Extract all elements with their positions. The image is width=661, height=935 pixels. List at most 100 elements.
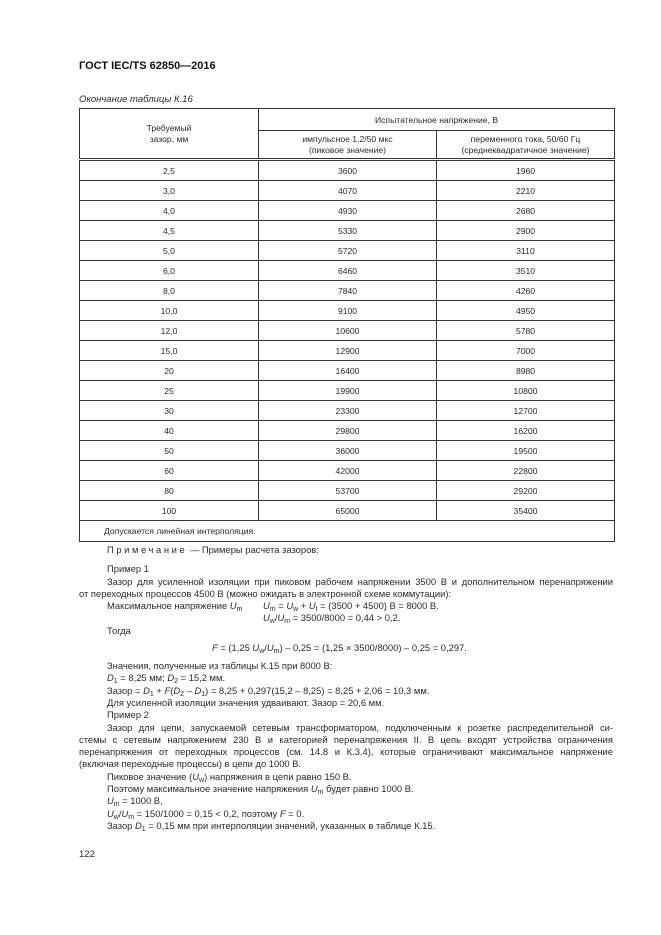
cell-ac-voltage: 10800 <box>435 380 616 401</box>
text-run: — Примеры расчета зазоров: <box>187 544 319 555</box>
cell-clearance: 100 <box>79 500 259 521</box>
group-header-test-voltage: Испытательное напряжение, В <box>257 108 616 131</box>
variable: D <box>135 820 142 831</box>
cell-clearance: 4,5 <box>79 220 259 241</box>
cell-ac-voltage: 1960 <box>435 158 616 181</box>
text-run: Поэтому максимальное значение напряжения <box>107 783 311 794</box>
text-run: Пример 2 <box>107 709 149 720</box>
text-run: Тогда <box>107 625 131 636</box>
cell-clearance: 15,0 <box>79 340 259 361</box>
cell-impulse-voltage: 23300 <box>258 400 437 421</box>
cell-ac-voltage: 22800 <box>435 460 616 481</box>
text-line: Значения, полученные из таблицы К.15 при… <box>107 660 332 672</box>
col-header-ac: переменного тока, 50/60 Гц (среднеквадрат… <box>435 130 616 160</box>
cell-clearance: 30 <box>79 400 259 421</box>
clearance-table: Требуемый зазор, мм Испытательное напряж… <box>78 108 616 542</box>
text-run: / <box>264 642 267 653</box>
text-run: Зазор для цепи, запускаемой сетевым тран… <box>107 722 613 733</box>
subscript: m <box>128 814 135 821</box>
text-run: Значения, полученные из таблицы К.15 при… <box>107 660 333 671</box>
cell-impulse-voltage: 3600 <box>258 158 437 181</box>
cell-clearance: 6,0 <box>79 260 259 281</box>
variable: U <box>121 808 129 819</box>
table-row: 10,0 9100 4950 <box>79 300 616 321</box>
variable: U <box>107 808 114 819</box>
table-row: 4,5 5330 2900 <box>79 220 616 241</box>
cell-clearance: 25 <box>79 380 259 401</box>
cell-ac-voltage: 7000 <box>435 340 616 361</box>
text-run: будет равно 1000 В. <box>323 783 414 794</box>
variable: F <box>279 808 286 819</box>
cell-impulse-voltage: 19900 <box>258 380 437 401</box>
cell-impulse-voltage: 6460 <box>258 260 437 281</box>
text-run: = (3500 + 4500) В = 8000 В. <box>317 600 439 611</box>
text-run: = <box>275 600 287 611</box>
text-run: стемы с сетевым напряжением 230 В и кате… <box>79 734 613 745</box>
text-line: Um = Uw + Ut = (3500 + 4500) В = 8000 В. <box>263 600 439 613</box>
cell-ac-voltage: 29200 <box>435 480 616 501</box>
text-run: Зазор = <box>107 685 144 696</box>
col-header-impulse: импульсное 1,2/50 мкс (пиковое значение) <box>258 130 437 160</box>
text-run: Зазор для усиленной изоляции при пиковом… <box>107 576 613 587</box>
cell-ac-voltage: 3110 <box>435 240 616 261</box>
subscript: m <box>284 618 291 625</box>
cell-impulse-voltage: 42000 <box>258 460 437 481</box>
text-run: Зазор <box>107 820 135 831</box>
table-row: 25 19900 10800 <box>79 380 616 401</box>
cell-ac-voltage: 16200 <box>435 420 616 441</box>
variable: U <box>286 600 294 611</box>
variable: U <box>252 642 260 653</box>
text-line: Uw/Um = 3500/8000 = 0,44 > 0,2. <box>263 612 400 625</box>
variable: F <box>212 642 218 653</box>
text-line: D1 = 8,25 мм; D2 = 15,2 мм. <box>107 672 226 685</box>
text-line: Примечание — Примеры расчета зазоров: <box>107 544 319 556</box>
table-row: 50 36000 19500 <box>79 440 616 461</box>
text-line: Зазор для цепи, запускаемой сетевым тран… <box>107 722 613 734</box>
cell-clearance: 80 <box>79 480 259 501</box>
cell-ac-voltage: 3510 <box>435 260 616 281</box>
text-line: F = (1,25 Uw/Um) – 0,25 = (1,25 × 3500/8… <box>212 642 467 655</box>
col-header-clearance: Требуемый зазор, мм <box>79 108 259 160</box>
cell-impulse-voltage: 7840 <box>258 280 437 301</box>
cell-ac-voltage: 5780 <box>435 320 616 341</box>
cell-ac-voltage: 4950 <box>435 300 616 321</box>
text-line: Uw/Um = 150/1000 = 0,15 < 0,2, поэтому F… <box>107 808 304 821</box>
cell-ac-voltage: 4260 <box>435 280 616 301</box>
subscript: m <box>113 801 120 808</box>
variable: U <box>229 600 237 611</box>
variable: U <box>308 600 316 611</box>
subscript: m <box>317 789 324 796</box>
text-run: ) напряжения в цепи равно 150 В. <box>204 771 352 782</box>
table-row: 40 29800 16200 <box>79 420 616 441</box>
text-line: Зазор для усиленной изоляции при пиковом… <box>107 576 613 588</box>
text-line: стемы с сетевым напряжением 230 В и кате… <box>79 734 613 746</box>
table-row: 12,0 10600 5780 <box>79 320 616 341</box>
subscript: m <box>273 648 280 655</box>
subscript: w <box>269 618 275 625</box>
table-row: 2,5 3600 1960 <box>79 158 616 181</box>
cell-clearance: 8,0 <box>79 280 259 301</box>
variable: D <box>194 685 202 696</box>
text-run: = 1000 В, <box>119 795 163 806</box>
variable: U <box>263 600 270 611</box>
document-header: ГОСТ IEC/TS 62850—2016 <box>79 60 216 72</box>
cell-impulse-voltage: 5330 <box>258 220 437 241</box>
text-line: (включая переходные процессы) в цепи до … <box>79 758 301 770</box>
cell-clearance: 2,5 <box>79 158 259 181</box>
table-row: 30 23300 12700 <box>79 400 616 421</box>
cell-ac-voltage: 19500 <box>435 440 616 461</box>
text-run: = 15,2 мм. <box>178 672 226 683</box>
text-run: + <box>298 600 309 611</box>
text-line: Для усиленной изоляции значения удваиваю… <box>107 697 384 709</box>
cell-impulse-voltage: 10600 <box>258 320 437 341</box>
variable: D <box>143 685 150 696</box>
cell-impulse-voltage: 4930 <box>258 200 437 221</box>
cell-impulse-voltage: 29800 <box>258 420 437 441</box>
cell-ac-voltage: 8980 <box>435 360 616 381</box>
text-line: Пиковое значение (Uw) напряжения в цепи … <box>107 771 352 784</box>
text-run: ( <box>170 685 174 696</box>
variable: U <box>266 642 274 653</box>
table-row: 80 53700 29200 <box>79 480 616 501</box>
subscript: m <box>236 606 243 613</box>
text-run: от переходных процессов 4500 В (можно ож… <box>79 588 452 599</box>
